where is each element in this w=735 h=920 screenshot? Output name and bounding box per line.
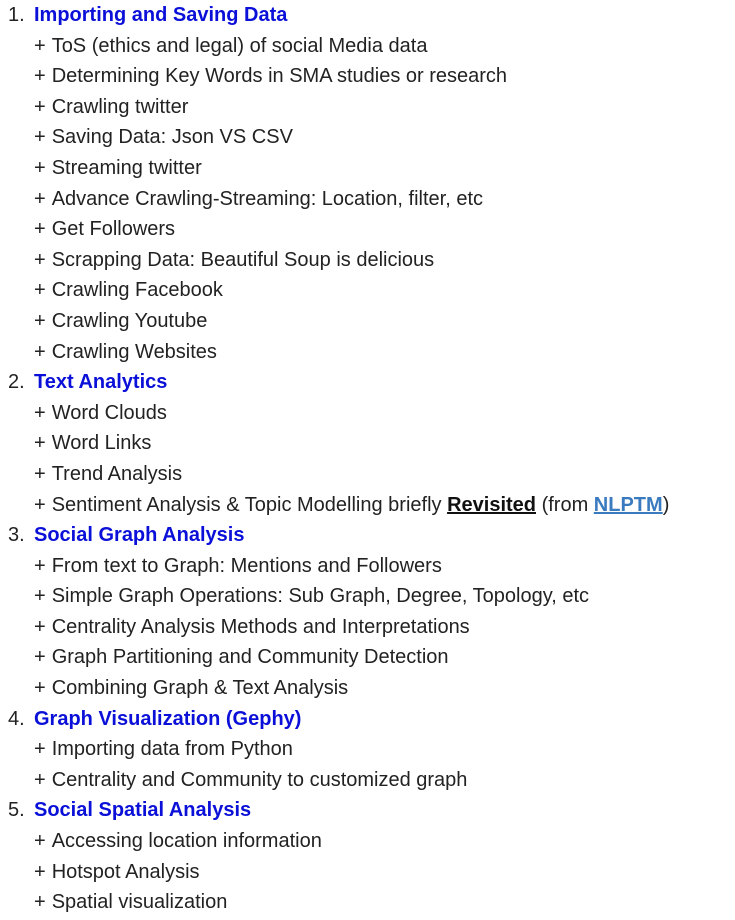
section-number: 3. xyxy=(8,524,25,547)
section-title-link[interactable]: Social Spatial Analysis xyxy=(34,799,252,822)
list-item-text: Importing data from Python xyxy=(51,738,293,761)
section-number: 4. xyxy=(8,707,25,730)
list-item: + Crawling Youtube xyxy=(0,306,735,337)
list-item-text: Get Followers xyxy=(51,218,176,241)
section-title-link[interactable]: Importing and Saving Data xyxy=(34,4,288,26)
plus-bullet: + xyxy=(34,677,46,700)
list-item: + Trend Analysis xyxy=(0,459,735,490)
list-item-text: Centrality and Community to customized g… xyxy=(51,768,468,791)
list-item: + Scrapping Data: Beautiful Soup is delic… xyxy=(0,245,735,276)
plus-bullet: + xyxy=(34,462,46,485)
section-title-link[interactable]: Graph Visualization (Gephy) xyxy=(34,707,302,730)
list-item-text: Crawling twitter xyxy=(51,95,189,118)
list-item-text: Hotspot Analysis xyxy=(51,860,200,883)
list-item-text: Sentiment Analysis & Topic Modelling bri… xyxy=(51,493,448,516)
plus-bullet: + xyxy=(34,248,46,271)
list-item: + Centrality Analysis Methods and Interpr… xyxy=(0,612,735,643)
plus-bullet: + xyxy=(34,615,46,638)
section-heading: 5. Social Spatial Analysis xyxy=(0,795,735,826)
plus-bullet: + xyxy=(34,738,46,761)
section-number: 1. xyxy=(8,4,25,26)
section-number: 5. xyxy=(8,799,25,822)
list-item-text: Centrality Analysis Methods and Interpre… xyxy=(51,615,470,638)
list-item: + Crawling Websites xyxy=(0,337,735,368)
section-heading: 4. Graph Visualization (Gephy) xyxy=(0,704,735,735)
section-heading: 1. Importing and Saving Data xyxy=(0,0,735,31)
section-title-link[interactable]: Social Graph Analysis xyxy=(34,524,245,547)
plus-bullet: + xyxy=(34,554,46,577)
plus-bullet: + xyxy=(34,830,46,853)
list-item: + Crawling Facebook xyxy=(0,275,735,306)
list-item-text: ) xyxy=(662,493,670,516)
list-item: + Accessing location information xyxy=(0,826,735,857)
revisited-text: Revisited xyxy=(447,493,537,516)
list-item: + Saving Data: Json VS CSV xyxy=(0,122,735,153)
list-item-text: Crawling Websites xyxy=(51,340,217,363)
list-item-text: Trend Analysis xyxy=(51,462,183,485)
list-item-text: ToS (ethics and legal) of social Media d… xyxy=(51,34,428,57)
plus-bullet: + xyxy=(34,860,46,883)
plus-bullet: + xyxy=(34,65,46,88)
list-item-text: Saving Data: Json VS CSV xyxy=(51,126,293,149)
plus-bullet: + xyxy=(34,768,46,791)
plus-bullet: + xyxy=(34,156,46,179)
plus-bullet: + xyxy=(34,432,46,455)
plus-bullet: + xyxy=(34,218,46,241)
list-item-text: Spatial visualization xyxy=(51,891,228,914)
list-item-text: Advance Crawling-Streaming: Location, fi… xyxy=(51,187,484,210)
plus-bullet: + xyxy=(34,340,46,363)
list-item: + Centrality and Community to customized … xyxy=(0,765,735,796)
list-item: + Graph Partitioning and Community Detect… xyxy=(0,642,735,673)
list-item: + Sentiment Analysis & Topic Modelling br… xyxy=(0,490,735,521)
list-item-text: Determining Key Words in SMA studies or … xyxy=(51,65,508,88)
section-heading: 2. Text Analytics xyxy=(0,367,735,398)
list-item: + Determining Key Words in SMA studies or… xyxy=(0,61,735,92)
list-item: + Word Links xyxy=(0,428,735,459)
list-item-text: Combining Graph & Text Analysis xyxy=(51,677,349,700)
plus-bullet: + xyxy=(34,309,46,332)
list-item: + Streaming twitter xyxy=(0,153,735,184)
list-item: + ToS (ethics and legal) of social Media … xyxy=(0,31,735,62)
list-item: + Combining Graph & Text Analysis xyxy=(0,673,735,704)
list-item-text: Simple Graph Operations: Sub Graph, Degr… xyxy=(51,585,590,608)
list-item: + Simple Graph Operations: Sub Graph, Deg… xyxy=(0,581,735,612)
list-item-text: Scrapping Data: Beautiful Soup is delici… xyxy=(51,248,435,271)
list-item-text: Accessing location information xyxy=(51,830,322,853)
list-item: + Hotspot Analysis xyxy=(0,857,735,888)
list-item-text: Word Links xyxy=(51,432,152,455)
section-number: 2. xyxy=(8,371,25,394)
list-item-text: From text to Graph: Mentions and Followe… xyxy=(51,554,442,577)
list-item-text: Crawling Youtube xyxy=(51,309,208,332)
list-item-text: Graph Partitioning and Community Detecti… xyxy=(51,646,449,669)
plus-bullet: + xyxy=(34,95,46,118)
plus-bullet: + xyxy=(34,585,46,608)
plus-bullet: + xyxy=(34,401,46,424)
list-item: + Word Clouds xyxy=(0,398,735,429)
list-item: + From text to Graph: Mentions and Follow… xyxy=(0,551,735,582)
list-item: + Crawling twitter xyxy=(0,92,735,123)
list-item: + Spatial visualization xyxy=(0,887,735,918)
list-item: + Advance Crawling-Streaming: Location, f… xyxy=(0,184,735,215)
section-heading: 3. Social Graph Analysis xyxy=(0,520,735,551)
plus-bullet: + xyxy=(34,126,46,149)
plus-bullet: + xyxy=(34,493,46,516)
nlptm-link[interactable]: NLPTM xyxy=(593,493,663,516)
plus-bullet: + xyxy=(34,279,46,302)
plus-bullet: + xyxy=(34,34,46,57)
list-item: + Importing data from Python xyxy=(0,734,735,765)
plus-bullet: + xyxy=(34,646,46,669)
list-item-text: Streaming twitter xyxy=(51,156,202,179)
section-title-link[interactable]: Text Analytics xyxy=(34,371,168,394)
list-item-text: Word Clouds xyxy=(51,401,167,424)
list-item-text: (from xyxy=(536,493,594,516)
plus-bullet: + xyxy=(34,891,46,914)
list-item-text: Crawling Facebook xyxy=(51,279,223,302)
plus-bullet: + xyxy=(34,187,46,210)
list-item: + Get Followers xyxy=(0,214,735,245)
